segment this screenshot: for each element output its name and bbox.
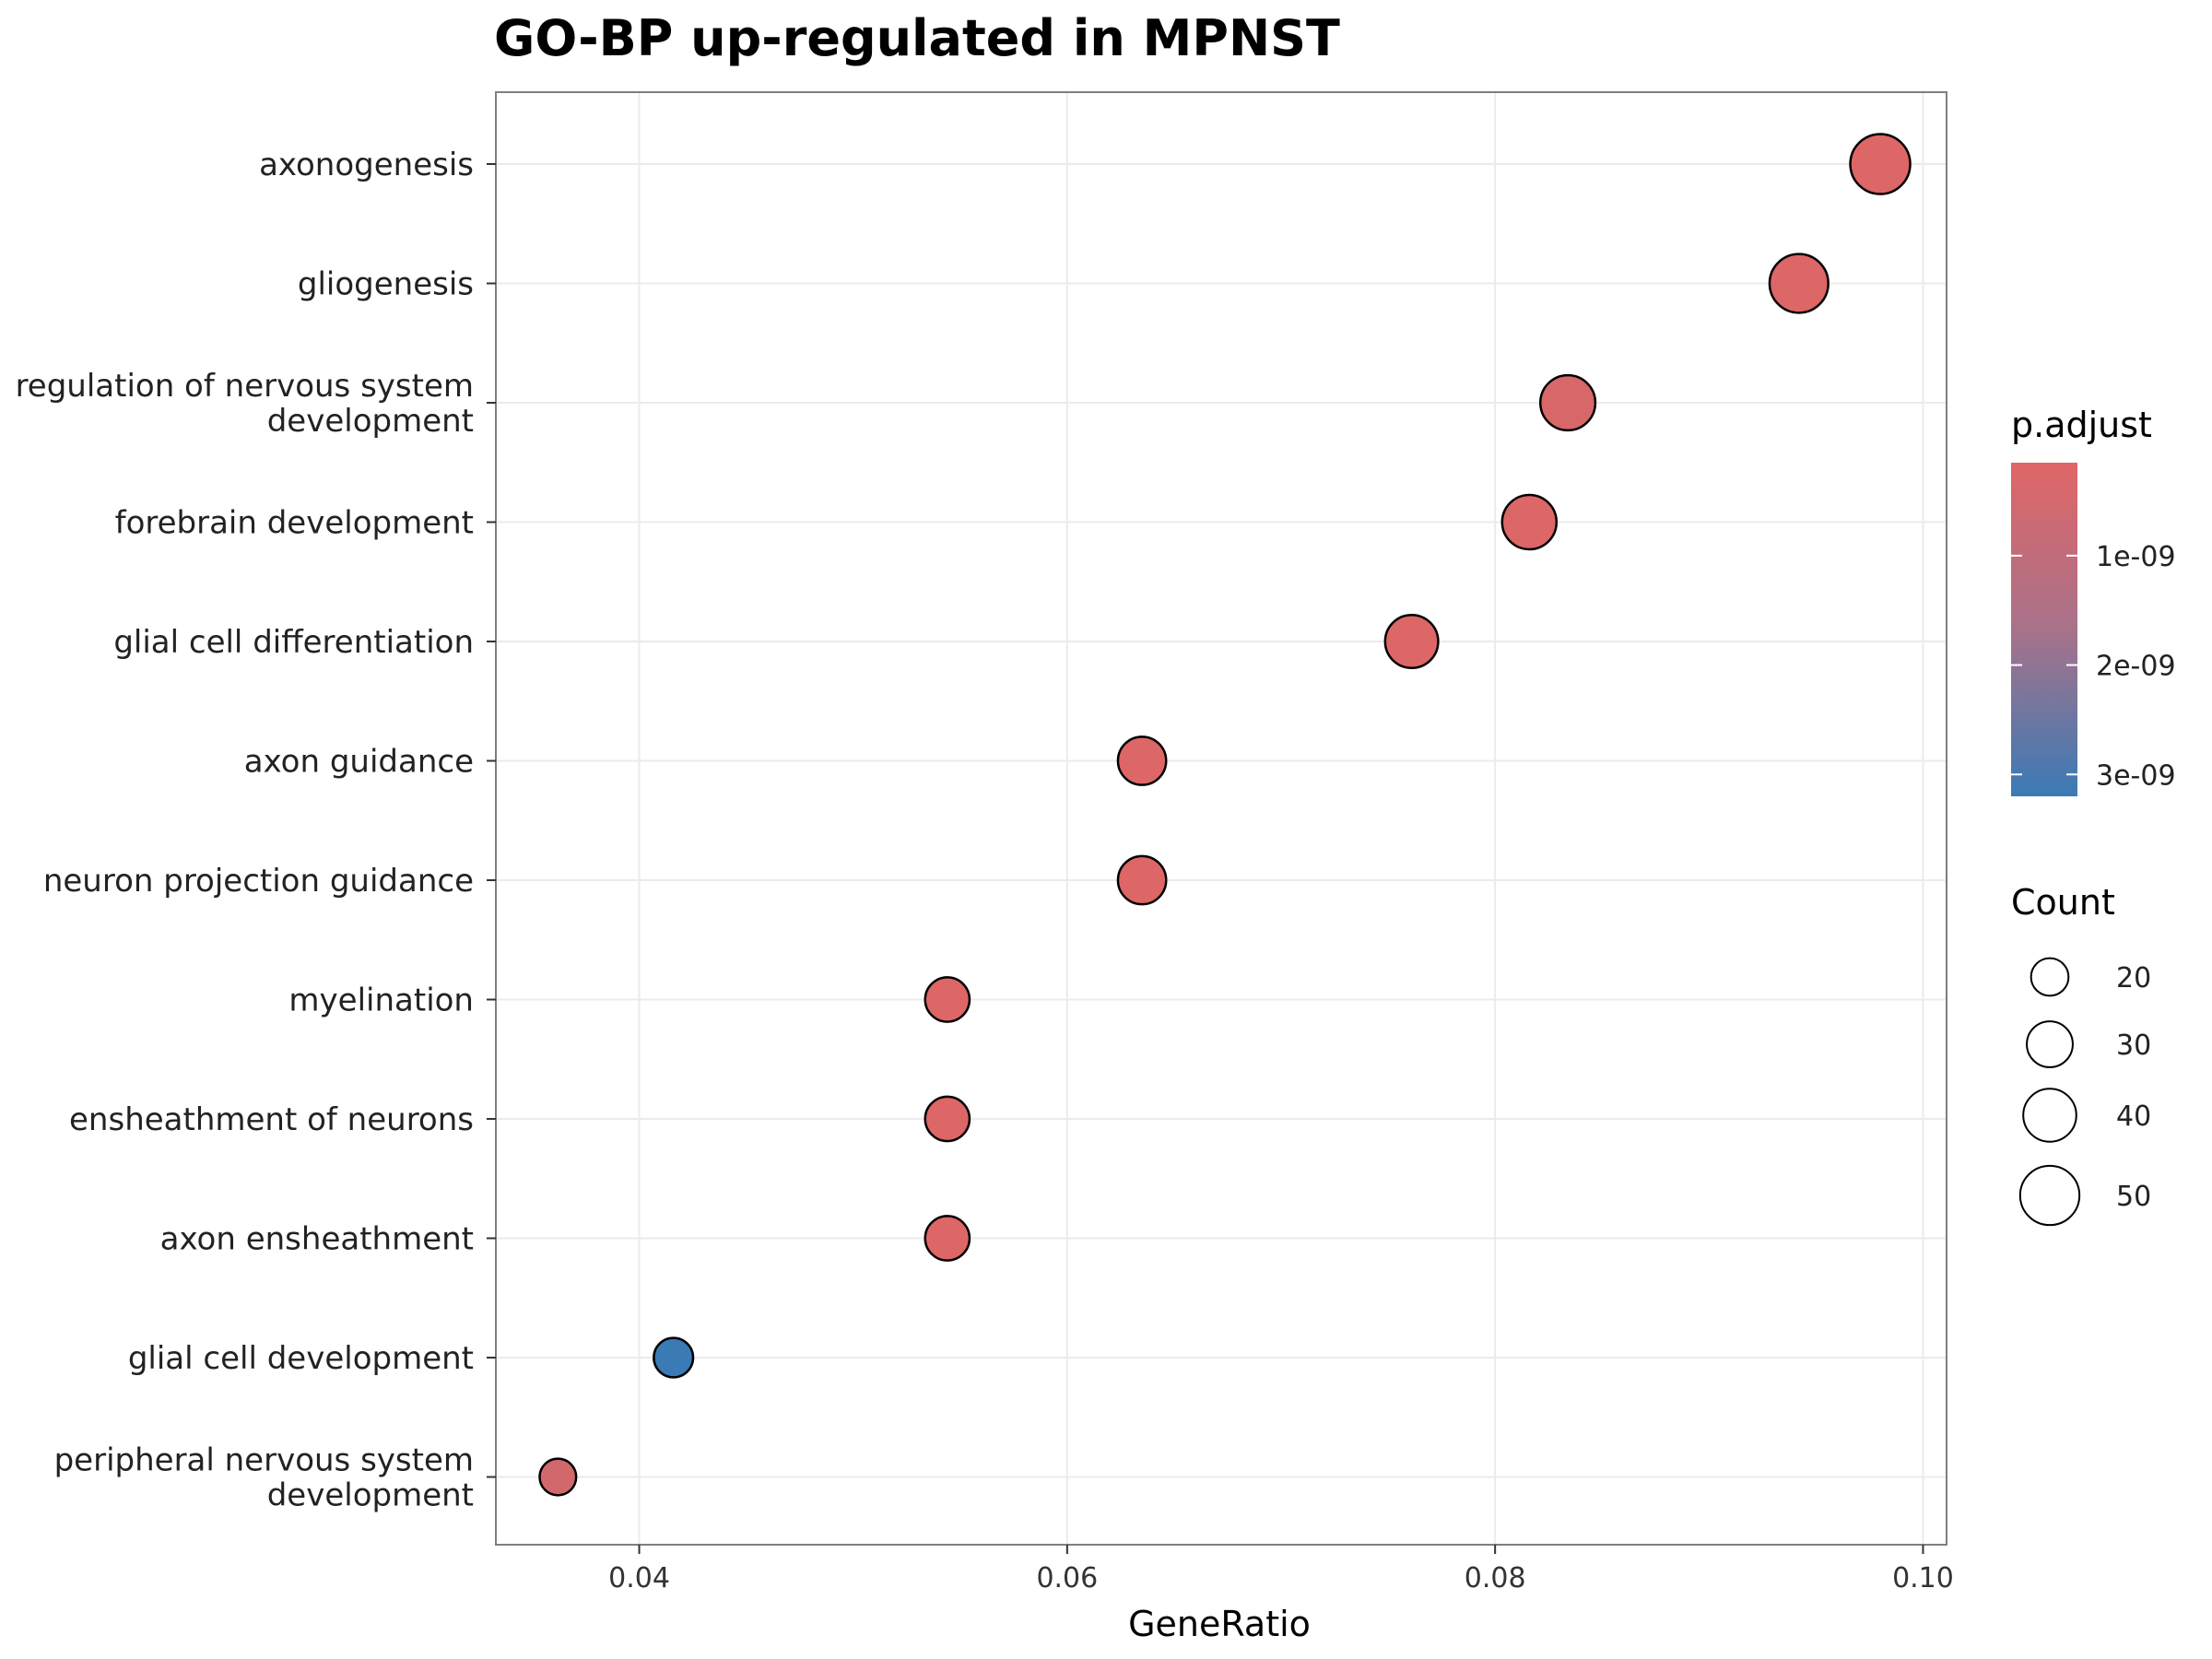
legend-count-title: Count: [2011, 882, 2115, 923]
legend-colorbar: [2011, 463, 2077, 796]
panel-border: [495, 91, 1947, 1546]
size-legend-circle: [2018, 1164, 2081, 1227]
y-tick-label: forebrain development: [115, 505, 474, 542]
data-point: [1116, 854, 1168, 906]
data-point: [1500, 493, 1559, 551]
x-tick-label: 0.08: [1465, 1562, 1526, 1594]
colorbar-tick-label: 2e-09: [2096, 651, 2176, 683]
y-tick-label-line: gliogenesis: [298, 266, 474, 303]
size-legend-circle: [2022, 1088, 2077, 1143]
size-legend-label: 50: [2116, 1181, 2151, 1213]
data-point: [924, 1215, 971, 1262]
y-tick-label: gliogenesis: [298, 266, 474, 303]
x-axis-title: GeneRatio: [1128, 1604, 1311, 1644]
data-point: [1539, 373, 1597, 432]
y-tick-label: regulation of nervous system development: [16, 368, 474, 440]
legend-padjust-title: p.adjust: [2011, 405, 2152, 445]
y-tick-label: neuron projection guidance: [43, 863, 474, 900]
legend-count: Count 20 30 40 50: [2011, 882, 2151, 1227]
points-layer: [538, 133, 1912, 1497]
chart-title: GO-BP up-regulated in MPNST: [494, 9, 1340, 67]
y-tick-label-line: axonogenesis: [259, 147, 474, 183]
y-tick-label-line: glial cell development: [128, 1340, 474, 1377]
data-point: [1768, 253, 1830, 314]
data-point: [1116, 735, 1168, 786]
colorbar-tick-label: 3e-09: [2096, 759, 2176, 792]
y-tick-label: axon ensheathment: [160, 1221, 474, 1258]
colorbar-tick-label: 1e-09: [2096, 541, 2176, 573]
y-tick-label: glial cell differentiation: [113, 624, 474, 661]
y-tick-label-line: neuron projection guidance: [43, 863, 474, 900]
y-tick-label: glial cell development: [128, 1340, 474, 1377]
x-tick-label: 0.06: [1036, 1562, 1098, 1594]
y-tick-label-line: peripheral nervous system: [54, 1442, 474, 1479]
data-point: [924, 1095, 971, 1143]
y-tick-label-line: axon ensheathment: [160, 1221, 474, 1258]
y-tick-label-line: myelination: [288, 982, 474, 1019]
size-legend-label: 20: [2116, 962, 2151, 994]
data-point: [538, 1457, 578, 1497]
data-point: [1849, 133, 1912, 195]
size-legend-circle: [2030, 957, 2070, 997]
x-tick-label: 0.10: [1892, 1562, 1954, 1594]
legend-padjust: p.adjust 1e-09 2e-09 3e-09: [2011, 405, 2176, 796]
data-point: [924, 976, 971, 1023]
y-axis: axonogenesis gliogenesis regulation of ner…: [16, 147, 496, 1514]
y-tick-label: axonogenesis: [259, 147, 474, 183]
data-point: [1383, 613, 1440, 670]
size-legend-circle: [2026, 1020, 2074, 1068]
y-tick-label: axon guidance: [244, 744, 474, 781]
size-legend-label: 30: [2116, 1030, 2151, 1062]
y-tick-label-line: development: [267, 403, 474, 440]
y-tick-label: ensheathment of neurons: [69, 1101, 474, 1138]
y-tick-label-line: regulation of nervous system: [16, 368, 474, 405]
x-tick-label: 0.04: [608, 1562, 670, 1594]
size-legend-label: 40: [2116, 1100, 2151, 1133]
y-tick-label-line: ensheathment of neurons: [69, 1101, 474, 1138]
grid-layer: [496, 92, 1947, 1545]
y-tick-label-line: axon guidance: [244, 744, 474, 781]
x-axis: 0.04 0.06 0.08 0.10: [608, 1545, 1954, 1594]
data-point: [653, 1336, 695, 1379]
y-tick-label: myelination: [288, 982, 474, 1019]
y-tick-label-line: glial cell differentiation: [113, 624, 474, 661]
y-tick-label-line: development: [267, 1477, 474, 1514]
y-tick-label: peripheral nervous system development: [54, 1442, 474, 1514]
y-tick-label-line: forebrain development: [115, 505, 474, 542]
